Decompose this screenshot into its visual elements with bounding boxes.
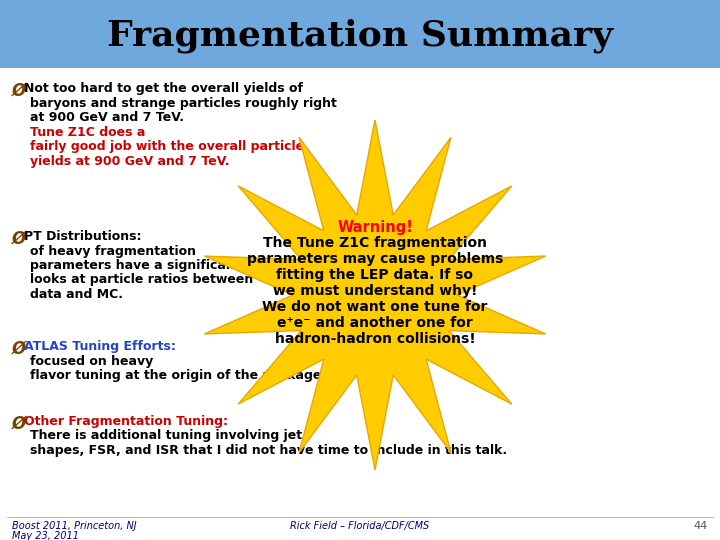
Text: fitting the LEP data. If so: fitting the LEP data. If so — [276, 268, 474, 282]
Bar — [0, 0, 720, 68]
Text: parameters have a significant influence, if one: parameters have a significant influence,… — [30, 259, 359, 272]
Text: flavor tuning at the origin of the packages.: flavor tuning at the origin of the packa… — [30, 369, 333, 382]
Text: parameters may cause problems: parameters may cause problems — [247, 252, 503, 266]
Text: yields at 900 GeV and 7 TeV.: yields at 900 GeV and 7 TeV. — [30, 154, 230, 167]
Text: Fragmentation Summary: Fragmentation Summary — [107, 19, 613, 53]
Text: Ø: Ø — [12, 340, 26, 358]
Text: Warning!: Warning! — [337, 220, 413, 235]
Text: Ø: Ø — [12, 415, 26, 433]
Text: Rick Field – Florida/CDF/CMS: Rick Field – Florida/CDF/CMS — [290, 521, 430, 531]
Text: baryons and strange particles roughly right: baryons and strange particles roughly ri… — [30, 97, 337, 110]
Text: Tune Z1C does a: Tune Z1C does a — [30, 125, 145, 138]
Text: We do not want one tune for: We do not want one tune for — [262, 300, 487, 314]
Text: focused on heavy: focused on heavy — [30, 354, 153, 368]
Text: Boost 2011, Princeton, NJ: Boost 2011, Princeton, NJ — [12, 521, 137, 531]
Text: Ø: Ø — [12, 230, 26, 248]
Text: There is additional tuning involving jet: There is additional tuning involving jet — [30, 429, 302, 442]
Text: May 23, 2011: May 23, 2011 — [12, 531, 79, 540]
Text: PT Distributions:: PT Distributions: — [24, 230, 146, 243]
Text: Other Fragmentation Tuning:: Other Fragmentation Tuning: — [24, 415, 233, 428]
Text: shapes, FSR, and ISR that I did not have time to include in this talk.: shapes, FSR, and ISR that I did not have… — [30, 444, 507, 457]
Text: The Tune Z1C fragmentation: The Tune Z1C fragmentation — [263, 236, 487, 250]
Text: at 900 GeV and 7 TeV.: at 900 GeV and 7 TeV. — [30, 111, 193, 124]
Text: hadron-hadron collisions!: hadron-hadron collisions! — [274, 332, 475, 346]
Text: ATLAS Tuning Efforts:: ATLAS Tuning Efforts: — [24, 340, 180, 353]
Text: of heavy fragmentation: of heavy fragmentation — [30, 245, 196, 258]
Text: Not too hard to get the overall yields of: Not too hard to get the overall yields o… — [24, 82, 303, 95]
Polygon shape — [204, 120, 546, 470]
Text: Ø: Ø — [12, 82, 26, 100]
Text: e⁺e⁻ and another one for: e⁺e⁻ and another one for — [277, 316, 473, 330]
Text: data and MC.: data and MC. — [30, 288, 123, 301]
Text: we must understand why!: we must understand why! — [273, 284, 477, 298]
Text: 44: 44 — [694, 521, 708, 531]
Text: fairly good job with the overall particle: fairly good job with the overall particl… — [30, 140, 304, 153]
Text: looks at particle ratios between: looks at particle ratios between — [30, 273, 253, 287]
